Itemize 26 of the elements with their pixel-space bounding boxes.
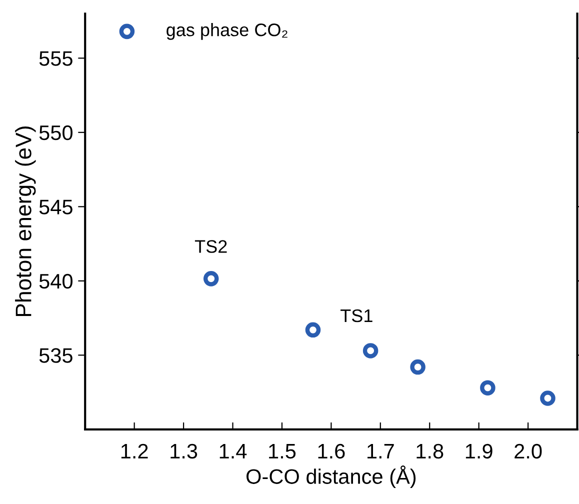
point — [410, 359, 426, 375]
x-tick-label: 1.6 — [318, 444, 345, 459]
point — [203, 271, 219, 286]
y-tick-label: 555 — [39, 51, 72, 66]
x-tick-label: 1.8 — [416, 444, 444, 459]
point — [540, 390, 556, 406]
x-tick-label: 1.9 — [466, 444, 492, 459]
annotation: TS1 — [340, 309, 372, 322]
y-tick-label: 550 — [39, 125, 72, 140]
x-tick-label: 1.7 — [368, 444, 394, 458]
x-tick-label: 2.0 — [514, 444, 542, 459]
y-tick-label: 545 — [39, 200, 72, 214]
x-tick-label: 1.3 — [170, 444, 198, 459]
x-tick-label: 1.4 — [220, 444, 247, 458]
y-tick-label: 535 — [39, 348, 72, 363]
y-tick-label: 540 — [39, 274, 72, 289]
x-tick-label: 1.2 — [121, 444, 148, 458]
x-tick-label: 1.5 — [269, 444, 296, 459]
point — [362, 343, 378, 358]
annotation: gas phase CO₂ — [166, 23, 288, 40]
annotation: TS2 — [194, 240, 227, 253]
x-axis-title: O-CO distance (Å) — [246, 465, 416, 488]
y-axis-title: Photon energy (eV) — [15, 126, 36, 316]
point — [119, 24, 135, 40]
point — [305, 322, 321, 338]
point — [480, 380, 496, 396]
